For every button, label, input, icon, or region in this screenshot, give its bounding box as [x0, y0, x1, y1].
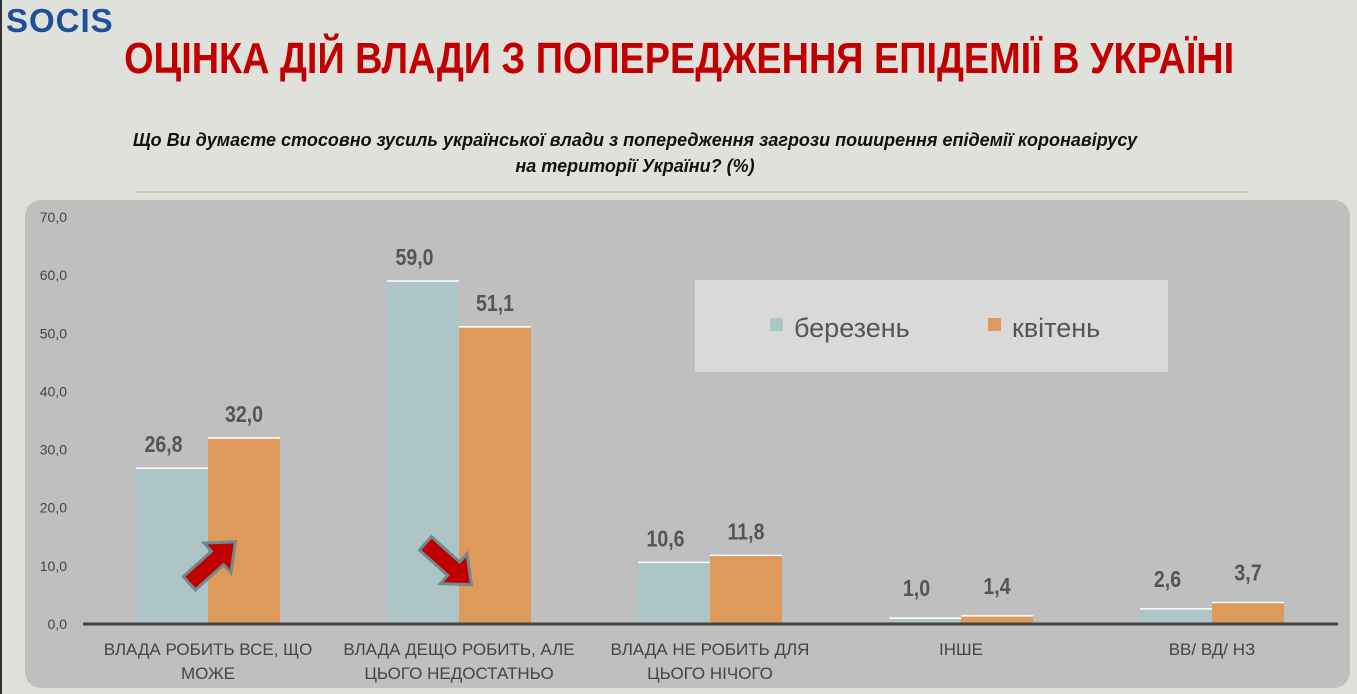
socis-logo: SOCIS [6, 2, 114, 39]
y-tick-label: 70,0 [40, 209, 67, 225]
data-label: 1,4 [983, 573, 1010, 599]
category-label: ЦЬОГО НІЧОГО [647, 664, 773, 683]
bar-березень [638, 562, 710, 624]
y-tick-label: 30,0 [40, 442, 67, 458]
y-tick-label: 60,0 [40, 267, 67, 283]
legend-label: квітень [1012, 313, 1100, 343]
arrow-shape [181, 540, 238, 593]
category-label: ІНШЕ [939, 640, 983, 659]
divider [135, 191, 1248, 193]
y-tick-label: 20,0 [40, 500, 67, 516]
data-label: 59,0 [395, 244, 433, 270]
data-label: 1,0 [903, 576, 930, 602]
data-label: 32,0 [225, 401, 263, 427]
category-label: ВЛАДА РОБИТЬ ВСЕ, ЩО [104, 640, 313, 659]
arrow-shape [417, 534, 474, 587]
bar-березень [136, 468, 208, 624]
y-tick-label: 10,0 [40, 558, 67, 574]
bar-квітень [1212, 602, 1284, 624]
data-label: 26,8 [144, 432, 182, 458]
legend-swatch [988, 318, 1001, 331]
data-label: 51,1 [476, 290, 514, 316]
survey-question: Що Ви думаєте стосовно зусиль українсько… [132, 130, 1138, 176]
category-label: ВЛАДА НЕ РОБИТЬ ДЛЯ [611, 640, 810, 659]
bar-квітень [961, 615, 1033, 624]
data-label: 2,6 [1154, 566, 1181, 592]
left-border [0, 0, 2, 694]
arrow-down-icon [417, 534, 474, 587]
y-tick-label: 0,0 [48, 616, 68, 632]
y-tick-label: 40,0 [40, 383, 67, 399]
bar-квітень [208, 437, 280, 624]
category-label: ВЛАДА ДЕЩО РОБИТЬ, АЛЕ [343, 640, 574, 659]
page-title: ОЦІНКА ДІЙ ВЛАДИ З ПОПЕРЕДЖЕННЯ ЕПІДЕМІЇ… [124, 34, 1235, 83]
bar-березень [889, 618, 961, 624]
bar-квітень [710, 555, 782, 624]
category-label: МОЖЕ [181, 664, 235, 683]
legend-swatch [770, 318, 783, 331]
data-label: 10,6 [646, 526, 684, 552]
category-label: ЦЬОГО НЕДОСТАТНЬО [364, 664, 553, 683]
legend-label: березень [794, 313, 910, 343]
data-label: 3,7 [1234, 560, 1261, 586]
bar-березень [1140, 608, 1212, 624]
arrow-up-icon [181, 540, 238, 593]
data-label: 11,8 [728, 519, 765, 545]
category-label: ВВ/ ВД/ НЗ [1169, 640, 1256, 659]
y-tick-label: 50,0 [40, 325, 67, 341]
